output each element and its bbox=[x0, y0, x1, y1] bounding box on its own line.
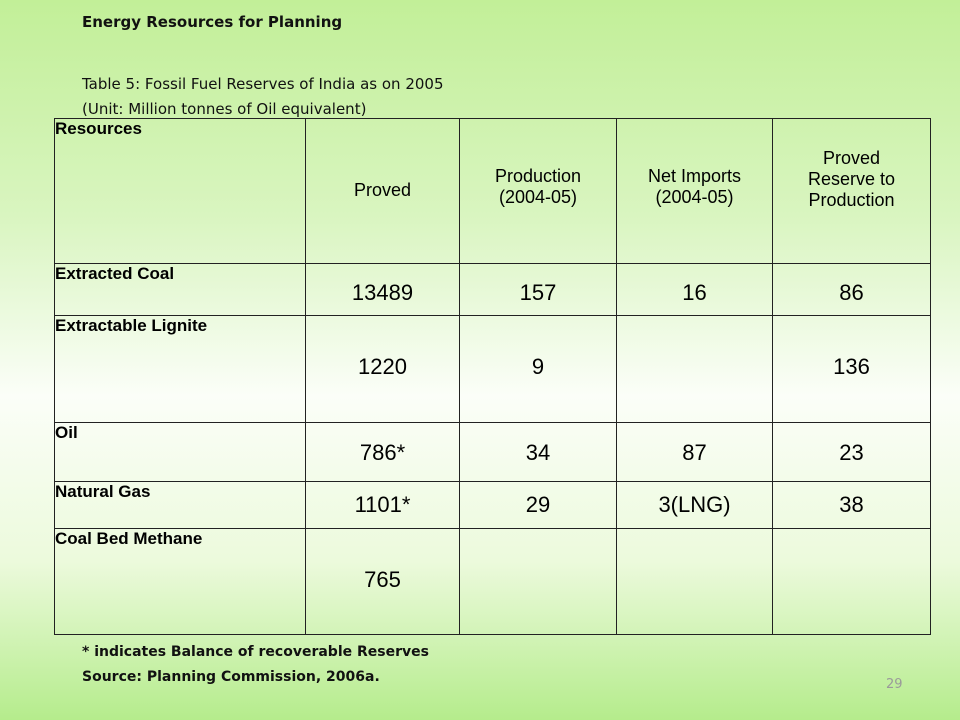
header-production-line2: (2004-05) bbox=[498, 187, 578, 207]
table-row: Oil 786* 34 87 23 bbox=[54, 422, 931, 482]
fossil-fuel-reserves-table: Resources Proved Production (2004-05) Ne… bbox=[54, 118, 931, 635]
row-proved: 765 bbox=[305, 528, 460, 635]
row-reserve-ratio: 136 bbox=[772, 315, 931, 423]
header-net-imports-line1: Net Imports bbox=[647, 166, 742, 186]
page-number: 29 bbox=[886, 677, 903, 692]
row-proved: 1101* bbox=[305, 481, 460, 529]
table-title: Table 5: Fossil Fuel Reserves of India a… bbox=[82, 75, 444, 93]
table-row: Extractable Lignite 1220 9 136 bbox=[54, 315, 931, 423]
row-resource: Coal Bed Methane bbox=[54, 528, 306, 635]
row-net-imports: 3(LNG) bbox=[616, 481, 773, 529]
row-production: 29 bbox=[459, 481, 617, 529]
header-resources: Resources bbox=[54, 118, 306, 264]
table-unit: (Unit: Million tonnes of Oil equivalent) bbox=[82, 100, 367, 118]
slide-heading: Energy Resources for Planning bbox=[82, 13, 343, 31]
footnote-text: * indicates Balance of recoverable Reser… bbox=[82, 644, 429, 660]
row-proved: 1220 bbox=[305, 315, 460, 423]
row-reserve-ratio: 23 bbox=[772, 422, 931, 482]
row-production: 9 bbox=[459, 315, 617, 423]
header-ratio-line3: Production bbox=[808, 190, 895, 210]
row-net-imports bbox=[616, 315, 773, 423]
row-proved: 786* bbox=[305, 422, 460, 482]
header-production-line1: Production bbox=[494, 166, 582, 186]
row-net-imports: 87 bbox=[616, 422, 773, 482]
table-notes: * indicates Balance of recoverable Reser… bbox=[82, 640, 429, 690]
row-production: 157 bbox=[459, 263, 617, 316]
row-reserve-ratio: 38 bbox=[772, 481, 931, 529]
header-net-imports: Net Imports (2004-05) bbox=[616, 118, 773, 264]
row-reserve-ratio bbox=[772, 528, 931, 635]
header-production: Production (2004-05) bbox=[459, 118, 617, 264]
header-proved: Proved bbox=[305, 118, 460, 264]
row-production: 34 bbox=[459, 422, 617, 482]
row-resource: Natural Gas bbox=[54, 481, 306, 529]
table-row: Natural Gas 1101* 29 3(LNG) 38 bbox=[54, 481, 931, 529]
table-caption: Table 5: Fossil Fuel Reserves of India a… bbox=[82, 72, 444, 122]
header-reserve-to-production: Proved Reserve to Production bbox=[772, 118, 931, 264]
row-resource: Oil bbox=[54, 422, 306, 482]
row-net-imports: 16 bbox=[616, 263, 773, 316]
row-resource: Extractable Lignite bbox=[54, 315, 306, 423]
row-production bbox=[459, 528, 617, 635]
table-row: Extracted Coal 13489 157 16 86 bbox=[54, 263, 931, 316]
source-text: Source: Planning Commission, 2006a. bbox=[82, 669, 380, 685]
header-ratio-line1: Proved bbox=[822, 148, 881, 168]
row-proved: 13489 bbox=[305, 263, 460, 316]
row-reserve-ratio: 86 bbox=[772, 263, 931, 316]
row-net-imports bbox=[616, 528, 773, 635]
table-header-row: Resources Proved Production (2004-05) Ne… bbox=[54, 118, 931, 264]
table-row: Coal Bed Methane 765 bbox=[54, 528, 931, 635]
row-resource: Extracted Coal bbox=[54, 263, 306, 316]
header-ratio-line2: Reserve to bbox=[807, 169, 896, 189]
header-net-imports-line2: (2004-05) bbox=[655, 187, 734, 207]
